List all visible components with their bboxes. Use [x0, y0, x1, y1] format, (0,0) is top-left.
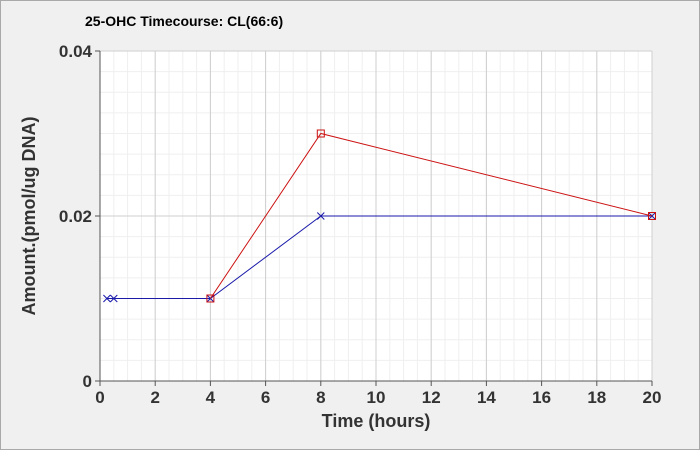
x-tick-label: 10 [367, 388, 386, 407]
marker-stroke [103, 294, 111, 303]
axes [95, 50, 653, 386]
data-point-square-marker [206, 294, 215, 303]
y-axis-label: Amount.(pmol/ug DNA) [19, 117, 39, 316]
x-tick-label: 16 [532, 388, 551, 407]
x-tick-label: 0 [95, 388, 104, 407]
y-tick-label: 0 [83, 372, 92, 391]
data-point-x-marker [316, 212, 325, 220]
y-tick-label: 0.02 [59, 207, 92, 226]
data-point-square-marker [648, 212, 656, 220]
data-point-x-marker [109, 294, 118, 303]
x-tick-label: 20 [643, 388, 662, 407]
x-tick-label: 12 [422, 388, 441, 407]
y-tick-label: 0.04 [59, 42, 93, 61]
series-line [209, 132, 653, 299]
x-tick-label: 4 [206, 388, 216, 407]
x-tick-label: 14 [477, 388, 496, 407]
series-1 [206, 129, 656, 303]
marker-stroke [316, 212, 325, 220]
marker-stroke [109, 294, 118, 303]
x-tick-labels: 0 2 4 6 8 10 12 14 16 18 20 [95, 388, 661, 407]
x-tick-label: 6 [261, 388, 270, 407]
x-tick-label: 8 [316, 388, 325, 407]
data-point-square-marker [316, 129, 325, 138]
chart-title: 25-OHC Timecourse: CL(66:6) [85, 13, 283, 29]
x-tick-label: 18 [587, 388, 606, 407]
series-layer [103, 129, 656, 303]
data-point-x-marker [103, 294, 111, 303]
x-axis-label: Time (hours) [322, 411, 431, 431]
x-tick-label: 2 [150, 388, 159, 407]
y-tick-labels: 0 0.02 0.04 [59, 42, 93, 391]
